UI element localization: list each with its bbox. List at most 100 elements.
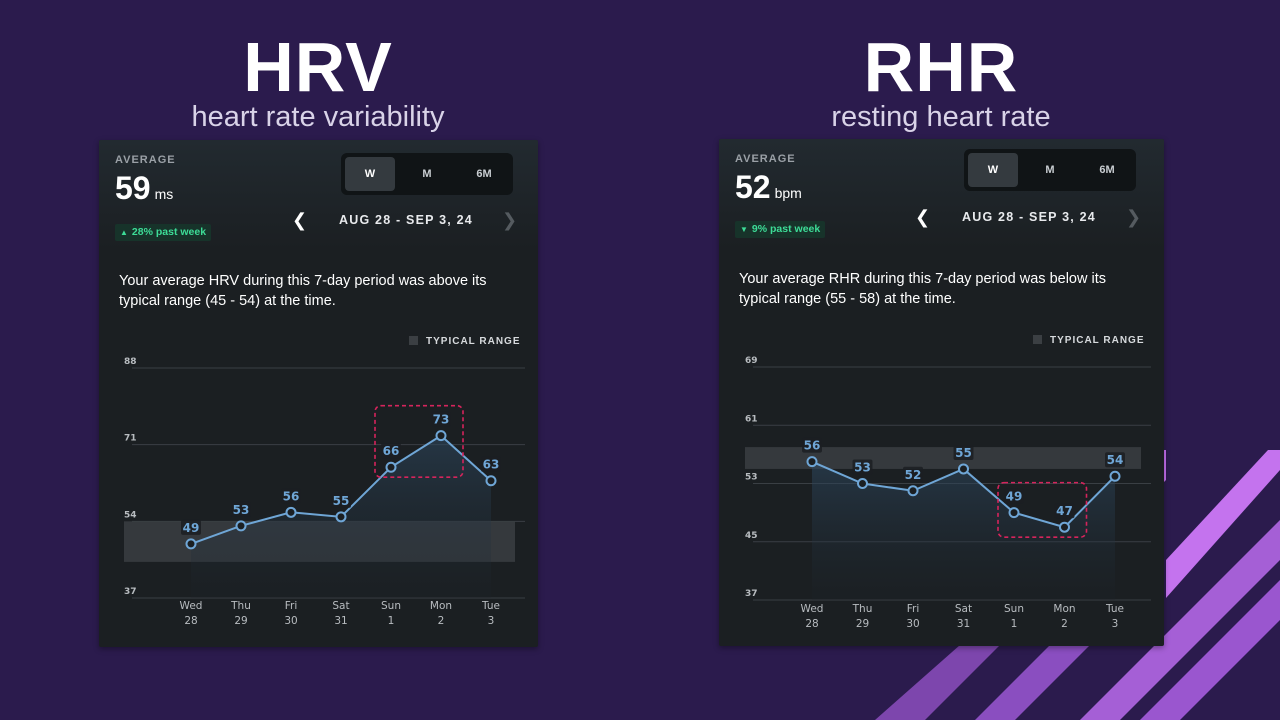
y-tick-label: 37	[124, 587, 137, 597]
y-tick-label: 53	[745, 473, 758, 483]
data-label: 73	[433, 413, 450, 427]
y-tick-label: 69	[745, 356, 758, 366]
change-badge-text: 9% past week	[751, 223, 821, 235]
data-label-bg	[281, 488, 301, 504]
data-label: 54	[1107, 453, 1124, 467]
segment-6-months[interactable]: 6M	[1099, 164, 1115, 176]
data-label: 55	[955, 446, 972, 460]
data-label: 49	[183, 521, 200, 535]
rhr-title: RHR	[863, 28, 1019, 106]
segment-month[interactable]: M	[422, 168, 432, 180]
segment-month[interactable]: M	[1045, 164, 1055, 176]
legend-swatch	[1033, 335, 1042, 344]
data-point	[907, 485, 919, 497]
period-selector: W M 6M	[964, 149, 1136, 191]
y-tick-label: 88	[124, 357, 137, 367]
x-tick-date: 1	[388, 615, 395, 627]
data-point	[1109, 470, 1121, 482]
x-tick-date: 2	[438, 615, 445, 627]
y-tick-label: 45	[745, 531, 758, 541]
data-point	[235, 520, 247, 532]
data-point	[958, 463, 969, 475]
chevron-right-icon[interactable]: ❯	[1126, 207, 1142, 227]
highlight-box	[997, 481, 1088, 538]
data-label: 49	[1006, 490, 1023, 504]
data-label-bg	[1004, 488, 1024, 504]
x-tick-day: Sat	[332, 600, 349, 612]
rhr-headline: RHR resting heart rate	[791, 32, 1091, 134]
data-label-bg	[231, 501, 251, 517]
chevron-left-icon[interactable]: ❮	[292, 210, 308, 230]
legend: TYPICAL RANGE	[409, 336, 521, 347]
data-label-bg	[1054, 503, 1075, 519]
data-point	[806, 456, 818, 468]
change-badge: ▲ 28% past week	[115, 224, 212, 241]
period-selector: W M 6M	[341, 153, 513, 195]
data-label: 56	[804, 439, 821, 453]
y-tick-label: 54	[124, 510, 137, 520]
x-tick-date: 3	[1112, 618, 1119, 630]
x-tick-day: Sun	[1004, 603, 1024, 615]
data-point	[435, 430, 447, 442]
data-point	[385, 461, 397, 473]
rhr-card: AVERAGE 52 bpm ▼ 9% past week W M 6M ❮ AUG…	[719, 139, 1164, 646]
x-tick-day: Sat	[955, 603, 972, 615]
date-range: AUG 28 - SEP 3, 24	[339, 213, 473, 227]
x-tick-date: 28	[805, 618, 818, 630]
chevron-left-icon[interactable]: ❮	[915, 207, 931, 227]
x-tick-day: Sun	[381, 600, 401, 612]
hrv-subtitle: heart rate variability	[191, 101, 445, 133]
legend: TYPICAL RANGE	[1033, 335, 1145, 346]
data-point	[857, 478, 868, 489]
average-label: AVERAGE	[735, 153, 796, 165]
data-point	[1008, 507, 1020, 519]
x-tick-day: Tue	[481, 600, 500, 612]
x-tick-date: 1	[1011, 618, 1018, 630]
x-tick-date: 30	[284, 615, 297, 627]
average-label: AVERAGE	[115, 154, 176, 166]
data-label-bg	[331, 492, 351, 508]
hrv-line-chart: 37 54 71 88 49 53 56 55 66 73 63 Wed 28 Thu 29 Fri 30 Sat…	[124, 357, 525, 627]
change-badge: ▼ 9% past week	[735, 221, 826, 238]
data-point	[335, 511, 347, 523]
x-tick-date: 2	[1061, 618, 1068, 630]
chevron-right-icon[interactable]: ❯	[502, 210, 518, 230]
x-tick-day: Mon	[430, 600, 452, 612]
y-tick-label: 61	[745, 414, 758, 424]
data-label-bg	[1105, 452, 1125, 468]
data-label: 55	[333, 494, 350, 508]
segment-week[interactable]: W	[968, 153, 1018, 187]
y-tick-label: 37	[745, 589, 758, 599]
x-tick-date: 29	[856, 618, 869, 630]
rhr-subtitle: resting heart rate	[831, 101, 1051, 133]
x-tick-day: Thu	[852, 603, 873, 615]
area-fill	[812, 461, 1115, 600]
segment-week[interactable]: W	[345, 157, 395, 191]
data-point	[285, 506, 297, 518]
x-tick-day: Fri	[285, 600, 298, 612]
data-point	[1059, 521, 1070, 533]
average-unit: bpm	[774, 185, 802, 201]
description: Your average HRV during this 7-day perio…	[119, 273, 487, 309]
data-label: 56	[283, 489, 300, 503]
x-tick-date: 31	[957, 618, 970, 630]
x-tick-date: 3	[488, 615, 495, 627]
legend-swatch	[409, 336, 418, 345]
date-range: AUG 28 - SEP 3, 24	[962, 210, 1096, 224]
data-label-bg	[381, 443, 401, 459]
change-badge-text: 28% past week	[131, 226, 207, 238]
segment-6-months[interactable]: 6M	[476, 168, 492, 180]
x-tick-date: 29	[234, 615, 247, 627]
x-tick-date: 30	[906, 618, 919, 630]
hrv-title: HRV	[243, 28, 393, 106]
x-tick-day: Wed	[801, 603, 824, 615]
legend-label: TYPICAL RANGE	[426, 336, 521, 347]
typical-range-band	[745, 447, 1141, 469]
x-tick-day: Mon	[1053, 603, 1075, 615]
data-label-bg	[903, 466, 923, 482]
data-label: 53	[233, 503, 250, 517]
legend-label: TYPICAL RANGE	[1050, 335, 1145, 346]
data-point	[185, 538, 197, 550]
x-tick-day: Fri	[907, 603, 920, 615]
x-tick-date: 31	[334, 615, 347, 627]
